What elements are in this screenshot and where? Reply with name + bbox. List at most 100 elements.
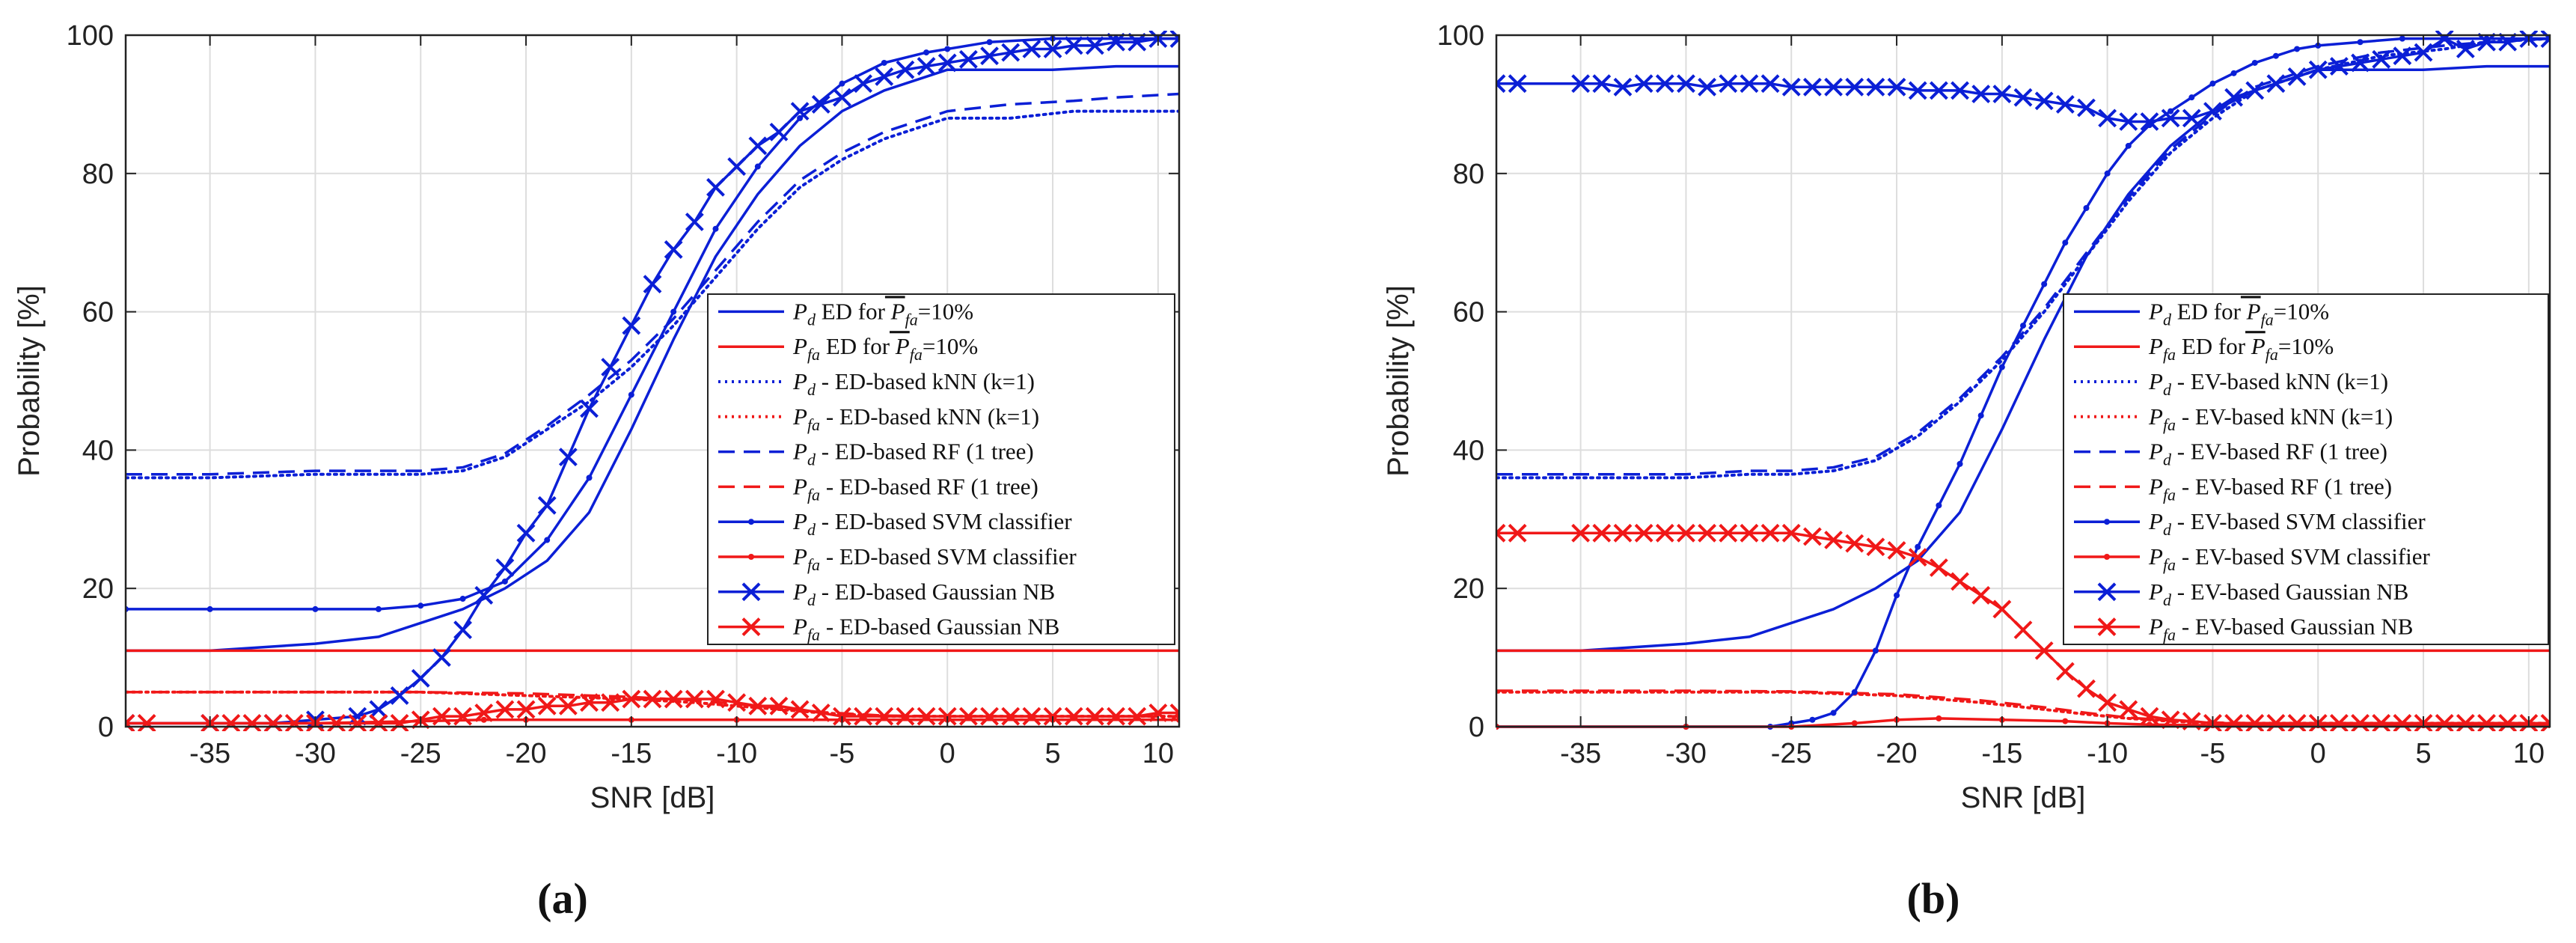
legend-symbol-sub: fa <box>2163 555 2176 574</box>
series-marker-8 <box>1677 74 1695 94</box>
series-marker-9 <box>2266 713 2286 731</box>
y-tick-label: 0 <box>98 712 114 743</box>
series-marker-8 <box>833 88 851 107</box>
series-marker-9 <box>1148 704 1168 722</box>
legend-symbol-p: P <box>792 403 807 430</box>
legend-symbol-p: P <box>2148 614 2163 640</box>
legend-symbol-sub: fa <box>807 415 820 434</box>
series-marker-9 <box>580 693 599 712</box>
legend-pfa-bar: P <box>885 298 905 324</box>
series-marker-9 <box>1508 523 1527 543</box>
legend-symbol-sub: d <box>807 310 816 329</box>
series-marker-8 <box>664 240 683 259</box>
legend-label-tail: =10% <box>2274 298 2329 324</box>
series-marker-8 <box>769 122 789 141</box>
series-marker-8 <box>2077 98 2096 118</box>
series-marker-6 <box>1998 364 2005 370</box>
legend-marker <box>2097 582 2117 602</box>
legend-entry-label: Pfa ED for Pfa=10% <box>2148 333 2334 364</box>
legend-symbol-p: P <box>792 333 807 359</box>
legend-entry-label: Pd ED for Pfa=10% <box>792 298 973 329</box>
series-marker-9 <box>2498 713 2518 731</box>
series-marker-9 <box>1107 707 1125 726</box>
legend-symbol-p: P <box>792 579 807 605</box>
series-marker-8 <box>1845 77 1864 97</box>
legend-symbol-p: P <box>792 439 807 465</box>
legend-symbol-sub: d <box>2163 520 2172 539</box>
legend-pfa-sub: fa <box>905 310 918 329</box>
series-marker-9 <box>917 707 936 726</box>
legend-symbol-p: P <box>792 298 807 324</box>
series-marker-8 <box>2203 102 2222 121</box>
legend-symbol-p: P <box>792 508 807 534</box>
series-marker-8 <box>706 177 725 197</box>
series-marker-8 <box>1043 40 1062 58</box>
series-marker-8 <box>2182 109 2201 128</box>
series-marker-6 <box>1872 647 1879 654</box>
series-marker-8 <box>748 136 768 156</box>
panel-label: (a) <box>537 874 588 923</box>
series-marker-6 <box>2104 170 2111 177</box>
y-tick-label: 20 <box>82 573 114 605</box>
series-marker-9 <box>1655 523 1674 543</box>
series-marker-9 <box>516 700 536 719</box>
series-marker-9 <box>2540 713 2550 731</box>
series-line-blue-0 <box>126 64 1179 653</box>
series-line-blue-4 <box>126 92 1179 476</box>
legend-symbol-p: P <box>2148 508 2163 534</box>
series-marker-6 <box>2041 281 2048 287</box>
series-marker-8 <box>1128 32 1147 52</box>
x-tick-label: -25 <box>1771 738 1812 769</box>
legend-symbol-p: P <box>2148 298 2163 324</box>
series-marker-6 <box>1830 709 1837 716</box>
series-marker-6 <box>2062 239 2069 246</box>
series-marker-8 <box>1992 85 2012 103</box>
series-marker-6 <box>2209 80 2216 87</box>
series-marker-6 <box>2272 52 2279 59</box>
series-marker-6 <box>881 59 887 66</box>
legend-symbol-sub: d <box>807 451 816 469</box>
series-marker-8 <box>1971 85 1991 103</box>
series-marker-8 <box>2498 32 2518 52</box>
legend-symbol-p: P <box>792 368 807 394</box>
legend-symbol-sub: d <box>807 380 816 399</box>
series-marker-6 <box>459 596 466 602</box>
series-marker-8 <box>1592 74 1612 94</box>
series-marker-8 <box>2245 81 2265 100</box>
series-marker-9 <box>2055 662 2075 681</box>
legend-symbol-p: P <box>2148 368 2163 394</box>
series-marker-9 <box>706 689 725 709</box>
legend-label-rest: - EV-based Gaussian NB <box>2176 614 2413 640</box>
series-marker-8 <box>2372 49 2391 69</box>
series-marker-8 <box>516 523 536 543</box>
legend-entry-label: Pfa - ED-based Gaussian NB <box>792 614 1059 644</box>
series-marker-7 <box>2062 718 2069 724</box>
legend-entry-label: Pd - EV-based SVM classifier <box>2148 508 2426 539</box>
series-marker-9 <box>1866 537 1885 557</box>
series-marker-6 <box>1977 412 1984 419</box>
series-marker-8 <box>1064 36 1083 55</box>
series-marker-9 <box>1022 707 1041 726</box>
series-marker-6 <box>839 80 845 87</box>
series-marker-7 <box>480 716 487 723</box>
series-marker-8 <box>2287 67 2307 86</box>
series-marker-8 <box>495 558 515 577</box>
legend-entry-label: Pd - ED-based Gaussian NB <box>792 579 1055 609</box>
series-marker-9 <box>221 713 241 731</box>
series-marker-8 <box>1929 81 1948 100</box>
legend-symbol-p: P <box>792 543 807 570</box>
x-tick-label: -20 <box>506 738 547 769</box>
legend-symbol-p: P <box>2148 473 2163 499</box>
legend-symbol-sub: d <box>2163 451 2172 469</box>
x-tick-label: 0 <box>940 738 955 769</box>
series-marker-9 <box>2077 679 2096 698</box>
series-marker-8 <box>875 67 894 86</box>
y-axis-label: Probability [%] <box>13 285 46 477</box>
series-marker-8 <box>1001 43 1021 62</box>
legend-symbol-sub: d <box>807 520 816 539</box>
series-marker-9 <box>1169 704 1179 722</box>
legend-label-tail: =10% <box>918 298 973 324</box>
y-tick-label: 40 <box>82 435 114 466</box>
series-marker-9 <box>474 704 494 722</box>
legend-symbol-sub: fa <box>2163 626 2176 644</box>
